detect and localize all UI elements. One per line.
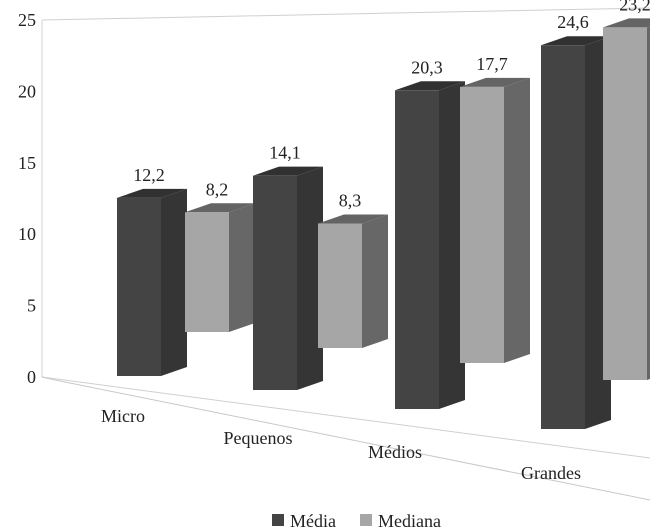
bar-side xyxy=(504,77,530,363)
y-tick-label: 5 xyxy=(27,296,36,316)
y-tick-label: 10 xyxy=(18,224,36,244)
bar-top xyxy=(460,77,530,87)
bar xyxy=(460,77,530,363)
bar-top xyxy=(318,214,388,224)
bar-front xyxy=(395,90,439,409)
bar xyxy=(395,81,465,409)
data-label: 20,3 xyxy=(411,57,443,77)
y-tick-label: 0 xyxy=(27,367,36,387)
legend-label-media: Média xyxy=(290,511,336,530)
bar-top xyxy=(117,188,187,198)
back-wall-top-edge xyxy=(41,7,650,21)
data-label: 8,3 xyxy=(339,191,362,211)
bar xyxy=(253,166,323,390)
bar-front xyxy=(185,212,229,332)
category-label: Micro xyxy=(101,406,145,426)
floor-front-edge xyxy=(54,379,650,501)
bar-top xyxy=(395,81,465,91)
bar-top xyxy=(253,166,323,176)
y-tick-label: 20 xyxy=(18,81,36,101)
bar-front xyxy=(460,86,504,363)
bar xyxy=(603,18,650,381)
bars xyxy=(117,18,650,430)
bar-side xyxy=(647,26,650,380)
bar-front xyxy=(603,27,647,381)
data-label: 24,6 xyxy=(557,12,589,32)
bar-front xyxy=(253,175,297,390)
data-label: 8,2 xyxy=(206,179,229,199)
bar-top xyxy=(603,18,650,28)
bar xyxy=(318,214,388,348)
data-labels: 12,2 8,2 14,1 8,3 20,3 17,7 24,6 23,2 xyxy=(133,0,650,211)
bar xyxy=(185,203,255,332)
bar-top xyxy=(541,36,611,46)
data-label: 14,1 xyxy=(269,143,301,163)
floor-left-edge xyxy=(41,376,56,381)
y-tick-label: 15 xyxy=(18,153,36,173)
y-tick-label: 25 xyxy=(18,10,36,30)
category-label: Pequenos xyxy=(224,428,293,448)
bar xyxy=(541,36,611,430)
data-label: 17,7 xyxy=(476,54,508,74)
bar-side xyxy=(297,166,323,390)
legend-swatch-mediana xyxy=(360,514,372,526)
data-label: 12,2 xyxy=(133,165,165,185)
bar-side xyxy=(161,188,187,376)
bar-front xyxy=(541,45,585,430)
bar xyxy=(117,188,187,376)
legend: Média Mediana xyxy=(272,511,441,530)
bar-front xyxy=(117,197,161,376)
data-label: 23,2 xyxy=(619,0,650,14)
category-label: Médios xyxy=(368,442,422,462)
bar-front xyxy=(318,223,362,348)
axes: 0 5 10 15 20 25 Micro Pequenos Médios Grandes xyxy=(18,7,650,501)
legend-swatch-media xyxy=(272,514,284,526)
bar-side xyxy=(439,81,465,409)
back-wall-bottom-edge xyxy=(41,376,650,459)
bar-side xyxy=(362,214,388,348)
category-label: Grandes xyxy=(521,463,581,483)
bar-top xyxy=(185,203,255,213)
bar-side xyxy=(229,203,255,332)
legend-label-mediana: Mediana xyxy=(378,511,441,530)
